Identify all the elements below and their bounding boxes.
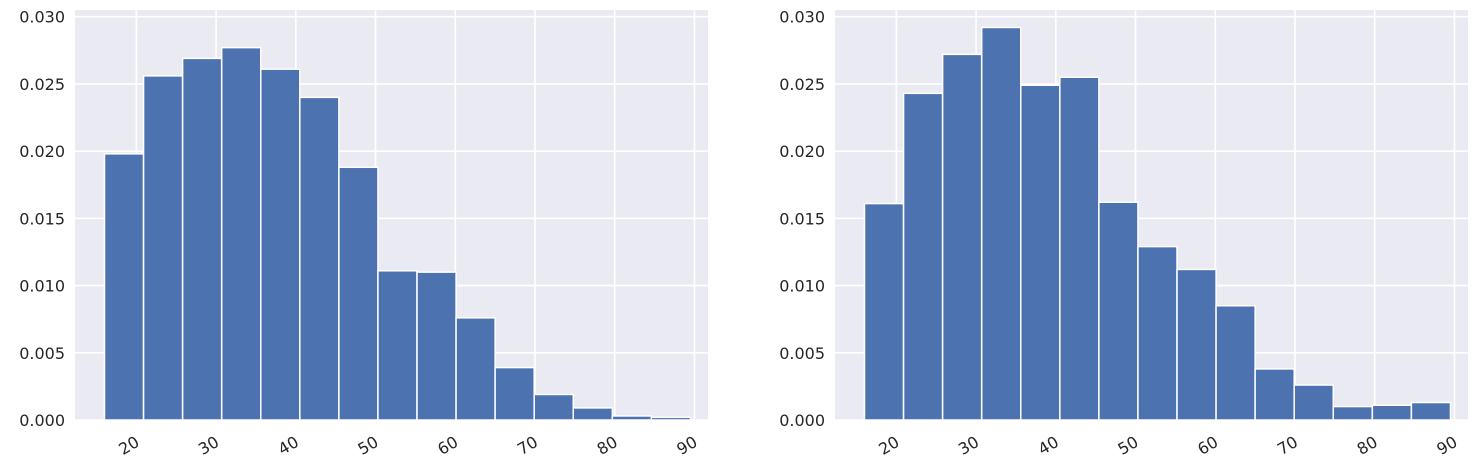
y-tick-label: 0.005 xyxy=(779,344,825,363)
histogram-bar xyxy=(611,415,653,421)
y-tick-label: 0.010 xyxy=(779,277,825,296)
histogram-bar xyxy=(533,393,575,421)
histogram-bar xyxy=(1293,384,1335,421)
y-tick-label: 0.020 xyxy=(779,142,825,161)
x-tick-label: 70 xyxy=(1274,432,1301,459)
x-tick-label: 80 xyxy=(594,432,621,459)
y-tick-label: 0.010 xyxy=(19,277,65,296)
y-tick-label: 0.030 xyxy=(19,8,65,27)
y-tick-label: 0.000 xyxy=(19,411,65,430)
histogram-bar xyxy=(455,317,496,421)
x-tick-label: 90 xyxy=(673,432,700,459)
x-tick-label: 60 xyxy=(434,432,461,459)
histogram-bar xyxy=(181,57,223,421)
x-tick-label: 60 xyxy=(1194,432,1221,459)
histogram-bar xyxy=(1215,304,1256,421)
histogram-bar xyxy=(572,407,614,421)
x-tick-label: 40 xyxy=(275,432,302,459)
x-tick-label: 50 xyxy=(354,432,381,459)
y-tick-label: 0.015 xyxy=(779,209,825,228)
histogram-bar xyxy=(416,271,457,421)
histogram-bar xyxy=(1176,268,1217,421)
histogram-bar xyxy=(377,270,418,421)
histogram-bar xyxy=(1410,401,1452,421)
histogram-bar xyxy=(1332,405,1374,421)
histogram-bar xyxy=(980,26,1022,421)
histogram-bar xyxy=(1371,404,1413,421)
x-tick-label: 20 xyxy=(115,432,142,459)
histogram-bar xyxy=(941,53,983,421)
histogram-bar xyxy=(103,153,145,421)
y-tick-label: 0.025 xyxy=(19,75,65,94)
histogram-bar xyxy=(902,92,944,421)
y-tick-label: 0.025 xyxy=(779,75,825,94)
histogram-bar xyxy=(650,416,692,421)
histogram-bar xyxy=(299,96,340,421)
histogram-bar xyxy=(863,202,905,421)
histogram-bar xyxy=(220,46,262,421)
histogram-panel-1: 0.000 0.005 0.010 0.015 0.020 0.025 0.030 20 30 4… xyxy=(19,8,708,459)
x-tick-label: 40 xyxy=(1035,432,1062,459)
x-tick-label: 70 xyxy=(514,432,541,459)
histogram-panel-2: 0.000 0.005 0.010 0.015 0.020 0.025 0.030 20 30 4… xyxy=(779,8,1468,459)
histogram-bar xyxy=(1059,76,1100,421)
y-tick-label: 0.000 xyxy=(779,411,825,430)
histogram-bar xyxy=(1254,368,1295,421)
x-tick-label: 90 xyxy=(1433,432,1460,459)
y-tick-label: 0.005 xyxy=(19,344,65,363)
histogram-bar xyxy=(1137,245,1178,421)
y-tick-label: 0.020 xyxy=(19,142,65,161)
histogram-bar xyxy=(1098,201,1139,421)
histogram-bar xyxy=(1020,84,1061,421)
histogram-bar xyxy=(338,166,379,421)
x-tick-label: 50 xyxy=(1114,432,1141,459)
y-tick-label: 0.030 xyxy=(779,8,825,27)
x-tick-label: 80 xyxy=(1354,432,1381,459)
y-tick-label: 0.015 xyxy=(19,209,65,228)
x-tick-label: 30 xyxy=(955,432,982,459)
histogram-bar xyxy=(142,75,184,421)
histogram-bar xyxy=(260,68,301,421)
histogram-bar xyxy=(494,366,535,421)
x-tick-label: 30 xyxy=(195,432,222,459)
x-tick-label: 20 xyxy=(875,432,902,459)
